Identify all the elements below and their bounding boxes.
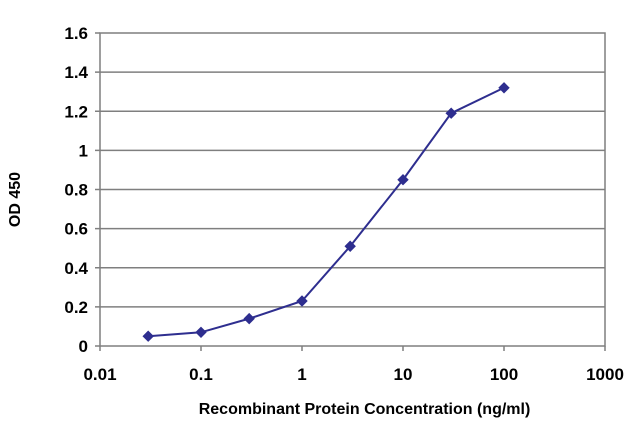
y-tick-label: 1 bbox=[79, 141, 88, 160]
x-tick-label: 10 bbox=[394, 365, 413, 384]
y-tick-label: 1.4 bbox=[64, 63, 88, 82]
x-tick-label: 100 bbox=[490, 365, 518, 384]
y-tick-label: 0.2 bbox=[64, 298, 88, 317]
y-axis-tick-labels: 0 0.2 0.4 0.6 0.8 1 1.2 1.4 1.6 bbox=[64, 24, 100, 356]
data-point bbox=[445, 107, 457, 119]
data-point bbox=[243, 312, 255, 325]
y-tick-label: 0.8 bbox=[64, 181, 88, 200]
data-point bbox=[498, 82, 510, 94]
gridlines bbox=[100, 71, 605, 308]
x-axis-title: Recombinant Protein Concentration (ng/ml… bbox=[199, 401, 531, 418]
y-tick-label: 1.6 bbox=[64, 24, 88, 43]
y-axis-title: OD 450 bbox=[7, 172, 24, 227]
y-tick-label: 1.2 bbox=[64, 102, 88, 121]
data-point bbox=[296, 295, 308, 307]
x-tick-label: 1 bbox=[297, 365, 306, 384]
data-point bbox=[142, 330, 154, 342]
x-axis-tick-labels: 0.01 0.1 1 10 100 1000 bbox=[83, 365, 623, 384]
x-axis-ticks bbox=[99, 346, 606, 351]
data-series bbox=[142, 82, 510, 342]
series-line bbox=[148, 86, 505, 338]
data-point bbox=[195, 326, 207, 339]
y-tick-label: 0.4 bbox=[64, 259, 88, 278]
data-point bbox=[397, 174, 409, 186]
data-point bbox=[344, 240, 356, 252]
y-tick-label: 0.6 bbox=[64, 220, 88, 239]
x-tick-label: 0.01 bbox=[83, 365, 116, 384]
x-tick-label: 1000 bbox=[586, 365, 624, 384]
x-tick-label: 0.1 bbox=[189, 365, 213, 384]
y-tick-label: 0 bbox=[79, 337, 88, 356]
